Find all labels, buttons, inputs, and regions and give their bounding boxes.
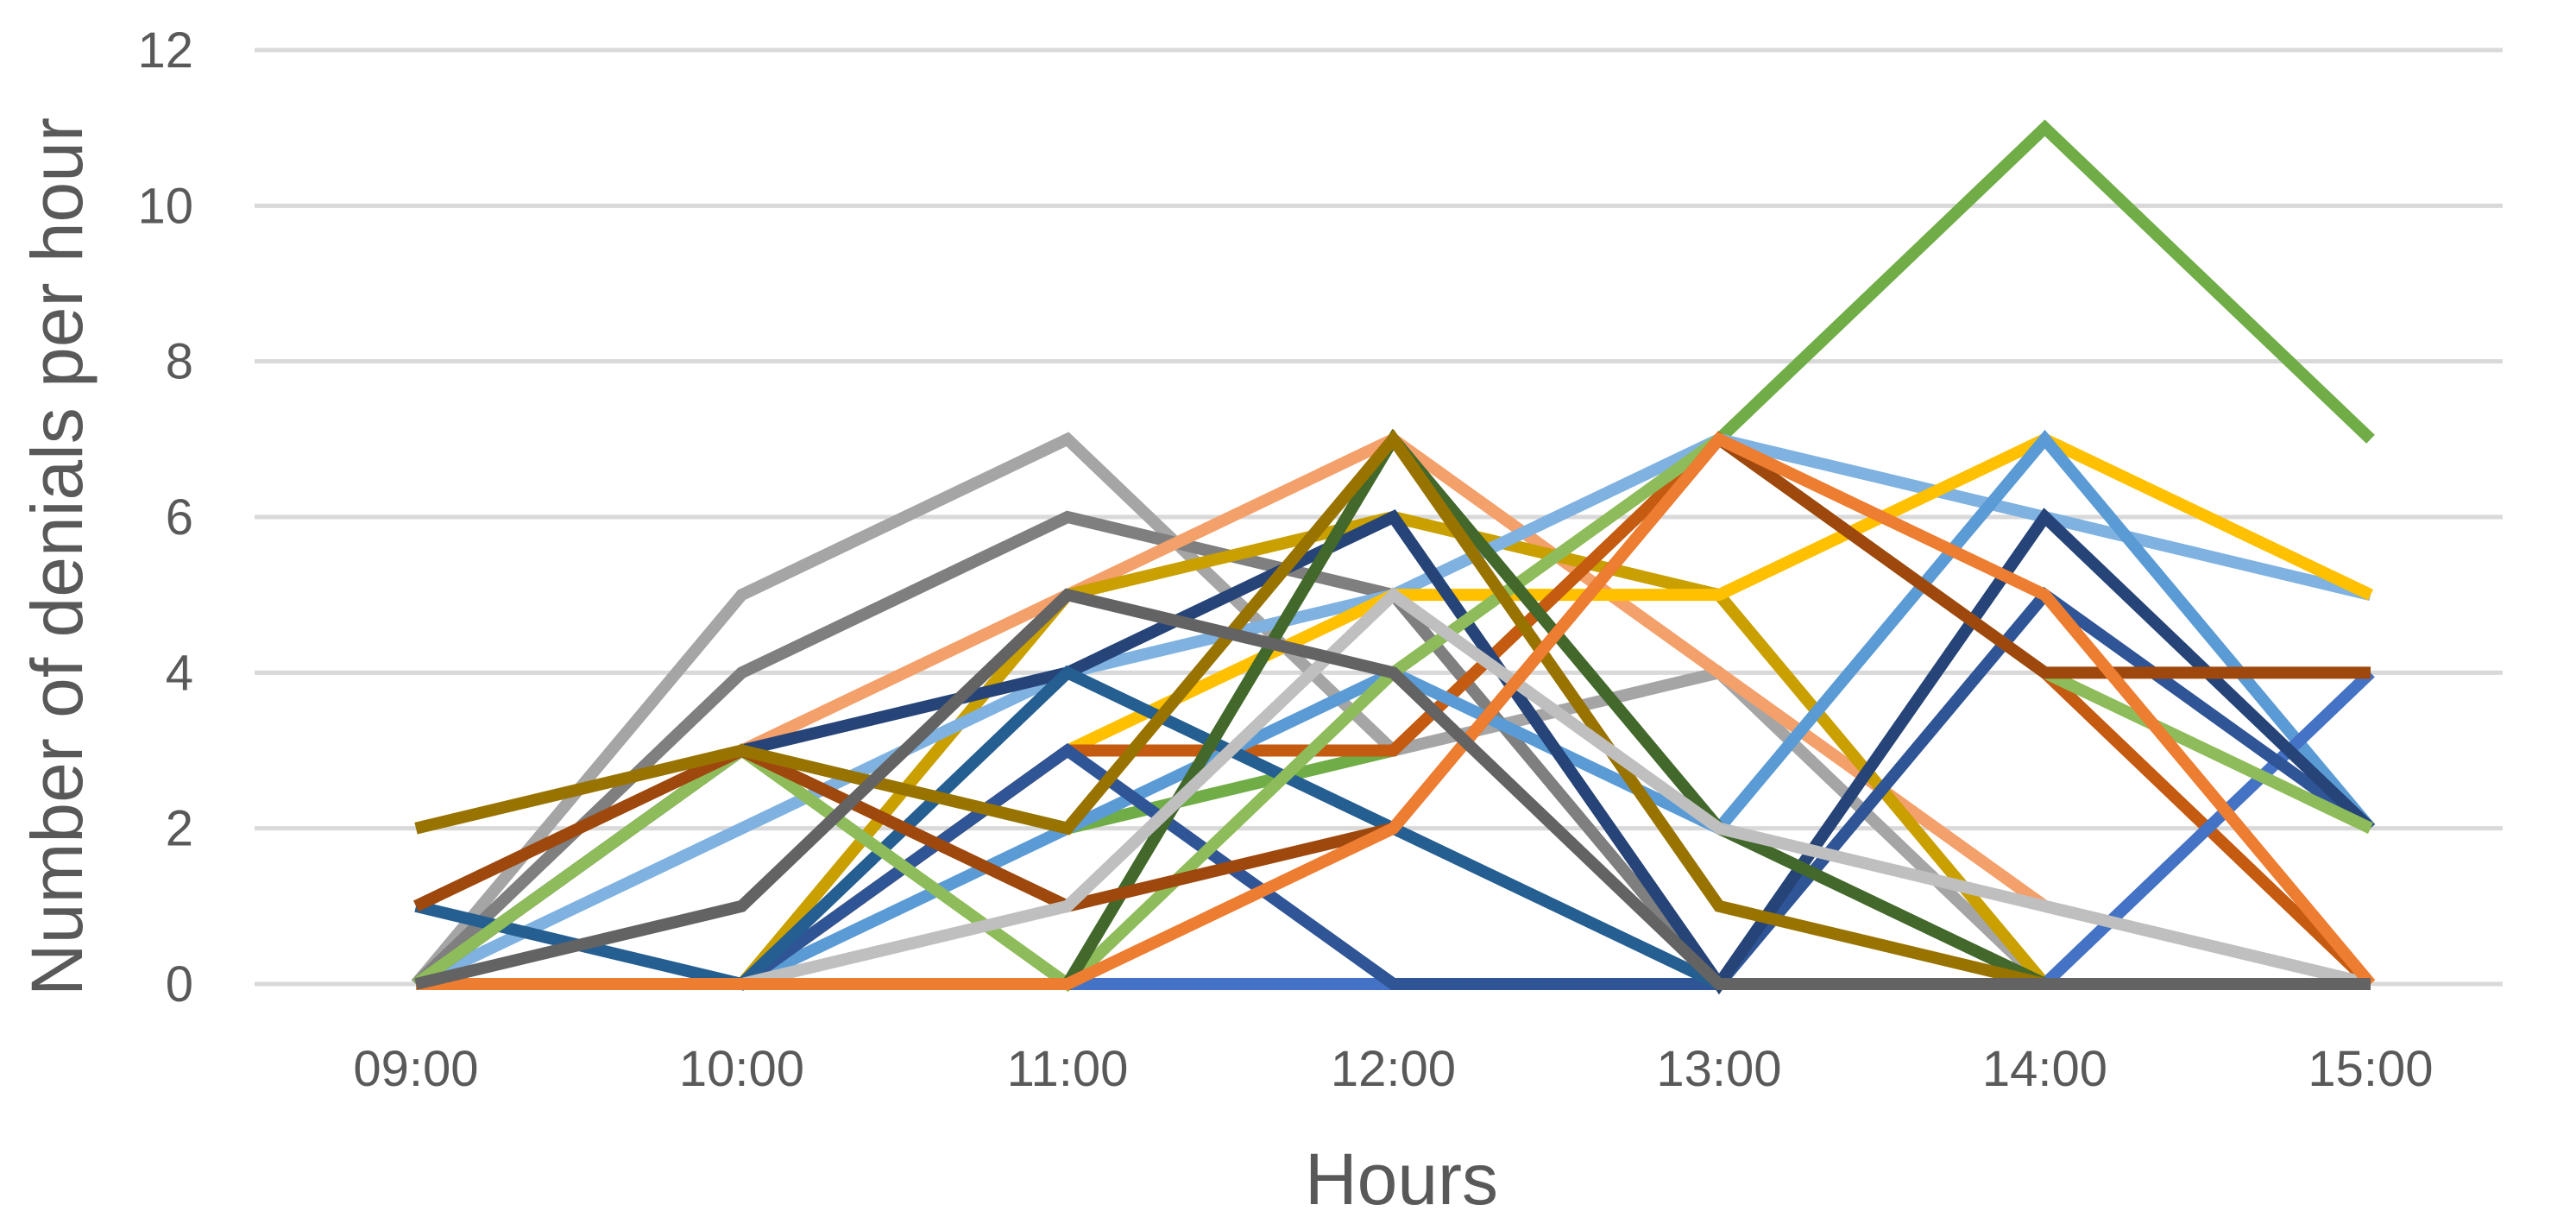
x-tick-label: 12:00 (1331, 1041, 1456, 1097)
x-tick-label: 11:00 (1007, 1041, 1129, 1097)
series-lines (411, 119, 2376, 995)
x-tick-label: 10:00 (679, 1041, 804, 1097)
x-axis-tick-labels: 09:00 10:00 11:00 12:00 13:00 14:00 15:00 (353, 1041, 2433, 1097)
x-tick-label: 09:00 (353, 1041, 478, 1097)
y-tick-label: 12 (137, 22, 193, 79)
y-tick-label: 10 (137, 178, 193, 234)
x-axis-title: Hours (1305, 1139, 1498, 1220)
x-tick-label: 13:00 (1656, 1041, 1781, 1097)
x-tick-label: 14:00 (1982, 1041, 2107, 1097)
series-line-18 (416, 587, 2372, 990)
y-tick-label: 4 (166, 645, 193, 701)
series-line-19 (416, 432, 2376, 990)
y-axis-tick-labels: 0 2 4 6 8 10 12 (137, 22, 193, 1012)
y-axis-title: Number of denials per hour (16, 117, 98, 996)
x-tick-label: 15:00 (2308, 1041, 2433, 1097)
y-tick-label: 2 (166, 801, 193, 857)
series-line-20 (414, 588, 2371, 990)
series-line-11 (416, 586, 2375, 990)
y-tick-label: 0 (166, 956, 193, 1012)
y-tick-label: 8 (166, 334, 193, 390)
y-tick-label: 6 (166, 489, 193, 546)
